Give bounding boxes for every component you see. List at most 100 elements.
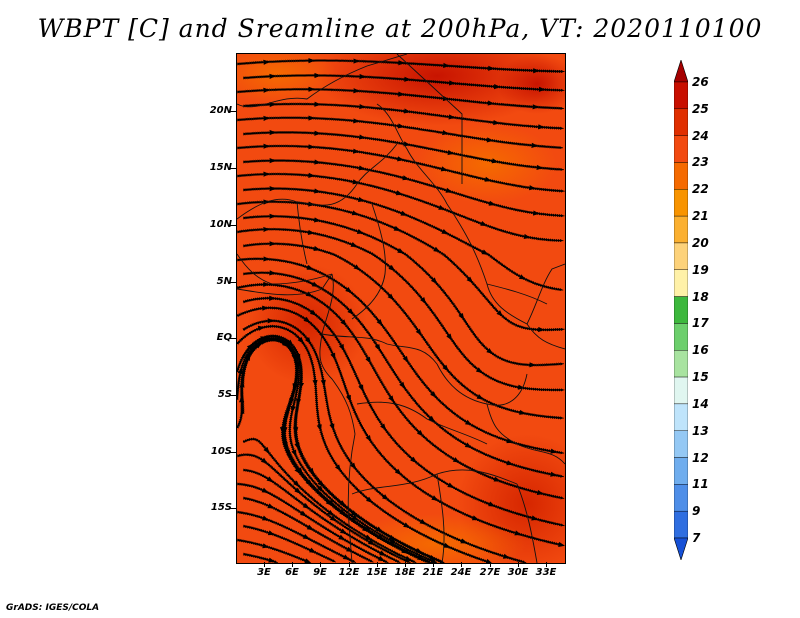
streamline-arrow bbox=[263, 446, 270, 454]
streamline-arrow bbox=[266, 476, 274, 483]
footer-credit: GrADS: IGES/COLA bbox=[6, 603, 100, 613]
coastlines-borders bbox=[237, 54, 565, 563]
streamline-arrow bbox=[267, 503, 275, 509]
streamline-arrow bbox=[263, 256, 270, 262]
streamline-arrow bbox=[353, 118, 360, 124]
streamline-arrow bbox=[257, 325, 265, 331]
streamline-arrow bbox=[353, 58, 360, 64]
colorbar-label: 15 bbox=[692, 370, 709, 385]
streamline-arrow bbox=[262, 543, 270, 549]
colorbar-segment bbox=[674, 269, 688, 297]
lat-label-10s: 10S bbox=[210, 446, 232, 457]
streamline-arrow bbox=[314, 130, 321, 136]
lat-tick bbox=[230, 395, 236, 396]
lon-label-24e: 24E bbox=[450, 567, 472, 578]
cool-region-northcentral bbox=[417, 124, 557, 204]
colorbar-segment bbox=[674, 430, 688, 458]
streamline bbox=[237, 538, 310, 563]
map-canvas bbox=[237, 54, 565, 563]
streamline-arrow bbox=[263, 115, 270, 121]
streamlines bbox=[237, 58, 565, 563]
streamline-arrow bbox=[398, 91, 405, 97]
lon-tick bbox=[546, 562, 547, 567]
streamline-arrow bbox=[262, 305, 269, 311]
streamline-arrow bbox=[267, 530, 275, 536]
streamline-arrow bbox=[263, 226, 270, 233]
streamline-arrow bbox=[314, 101, 321, 107]
colorbar-label: 13 bbox=[692, 423, 709, 438]
lon-tick bbox=[433, 562, 434, 567]
streamline-arrow bbox=[309, 547, 317, 553]
streamline-arrow bbox=[263, 171, 270, 177]
lat-label-10n: 10N bbox=[209, 219, 232, 230]
streamline-arrow bbox=[268, 557, 276, 563]
colorbar-label: 17 bbox=[692, 316, 709, 331]
streamline-arrow bbox=[314, 159, 321, 165]
streamline-arrow bbox=[533, 68, 540, 74]
lon-label-3e: 3E bbox=[257, 567, 271, 578]
colorbar-label: 7 bbox=[692, 531, 701, 545]
streamline-arrow bbox=[359, 73, 366, 80]
streamline-arrow bbox=[293, 383, 299, 390]
colorbar-label: 11 bbox=[692, 477, 709, 492]
streamline-arrow bbox=[352, 148, 360, 154]
lon-tick bbox=[377, 562, 378, 567]
streamline-arrow bbox=[358, 165, 366, 171]
lat-tick bbox=[230, 452, 236, 453]
lon-label-33e: 33E bbox=[535, 567, 557, 578]
colorbar-label: 20 bbox=[692, 235, 709, 250]
streamline-arrow bbox=[269, 73, 276, 79]
lon-tick bbox=[349, 562, 350, 567]
lat-tick bbox=[230, 338, 236, 339]
lon-tick bbox=[518, 562, 519, 567]
colorbar-label: 21 bbox=[692, 209, 709, 224]
lon-tick bbox=[292, 562, 293, 567]
colorbar-segment bbox=[674, 296, 688, 324]
lat-label-5s: 5S bbox=[217, 389, 232, 400]
streamline-arrow bbox=[263, 143, 270, 149]
streamline-arrow bbox=[313, 245, 321, 251]
lon-label-27e: 27E bbox=[479, 567, 501, 578]
colorbar-segment bbox=[674, 189, 688, 217]
streamline-arrow bbox=[308, 115, 315, 121]
streamline-arrow bbox=[353, 88, 360, 94]
streamline-arrow bbox=[404, 76, 411, 82]
streamline-arrow bbox=[358, 134, 366, 140]
colorbar-label: 12 bbox=[692, 450, 709, 465]
streamline-arrow bbox=[314, 72, 321, 79]
streamline-arrow bbox=[488, 65, 495, 71]
colorbar bbox=[674, 60, 688, 560]
streamline-arrow bbox=[308, 58, 315, 64]
lon-label-21e: 21E bbox=[422, 567, 444, 578]
lon-tick bbox=[320, 562, 321, 567]
colorbar-label: 14 bbox=[692, 396, 709, 411]
colorbar-label: 25 bbox=[692, 101, 709, 116]
colorbar-label: 22 bbox=[692, 182, 709, 197]
colorbar-label: 16 bbox=[692, 343, 709, 358]
streamline-arrow bbox=[269, 213, 276, 219]
streamline-arrow bbox=[261, 487, 269, 493]
colorbar-segment bbox=[674, 108, 688, 136]
streamline-arrow bbox=[304, 558, 312, 563]
lat-label-eq: EQ bbox=[216, 332, 232, 343]
chart-title: WBPT [C] and Sreamline at 200hPa, VT: 20… bbox=[37, 14, 763, 43]
warm-region-west bbox=[247, 264, 367, 384]
colorbar-label: 9 bbox=[692, 504, 701, 519]
lat-label-15n: 15N bbox=[209, 162, 232, 173]
colorbar-segment bbox=[674, 457, 688, 485]
lat-tick bbox=[230, 508, 236, 509]
streamline-arrow bbox=[352, 179, 360, 185]
streamline-arrow bbox=[269, 241, 276, 247]
streamline-arrow bbox=[269, 129, 277, 136]
streamline-arrow bbox=[261, 515, 269, 521]
streamline-arrow bbox=[269, 295, 276, 301]
lat-tick bbox=[230, 225, 236, 226]
colorbar-segment bbox=[674, 484, 688, 512]
streamline-arrow bbox=[308, 144, 315, 150]
map-panel bbox=[236, 53, 566, 564]
streamline-arrow bbox=[443, 542, 451, 548]
streamline-arrow bbox=[377, 555, 385, 562]
streamline-arrow bbox=[263, 87, 270, 93]
lon-label-30e: 30E bbox=[507, 567, 529, 578]
colorbar-segment bbox=[674, 215, 688, 244]
